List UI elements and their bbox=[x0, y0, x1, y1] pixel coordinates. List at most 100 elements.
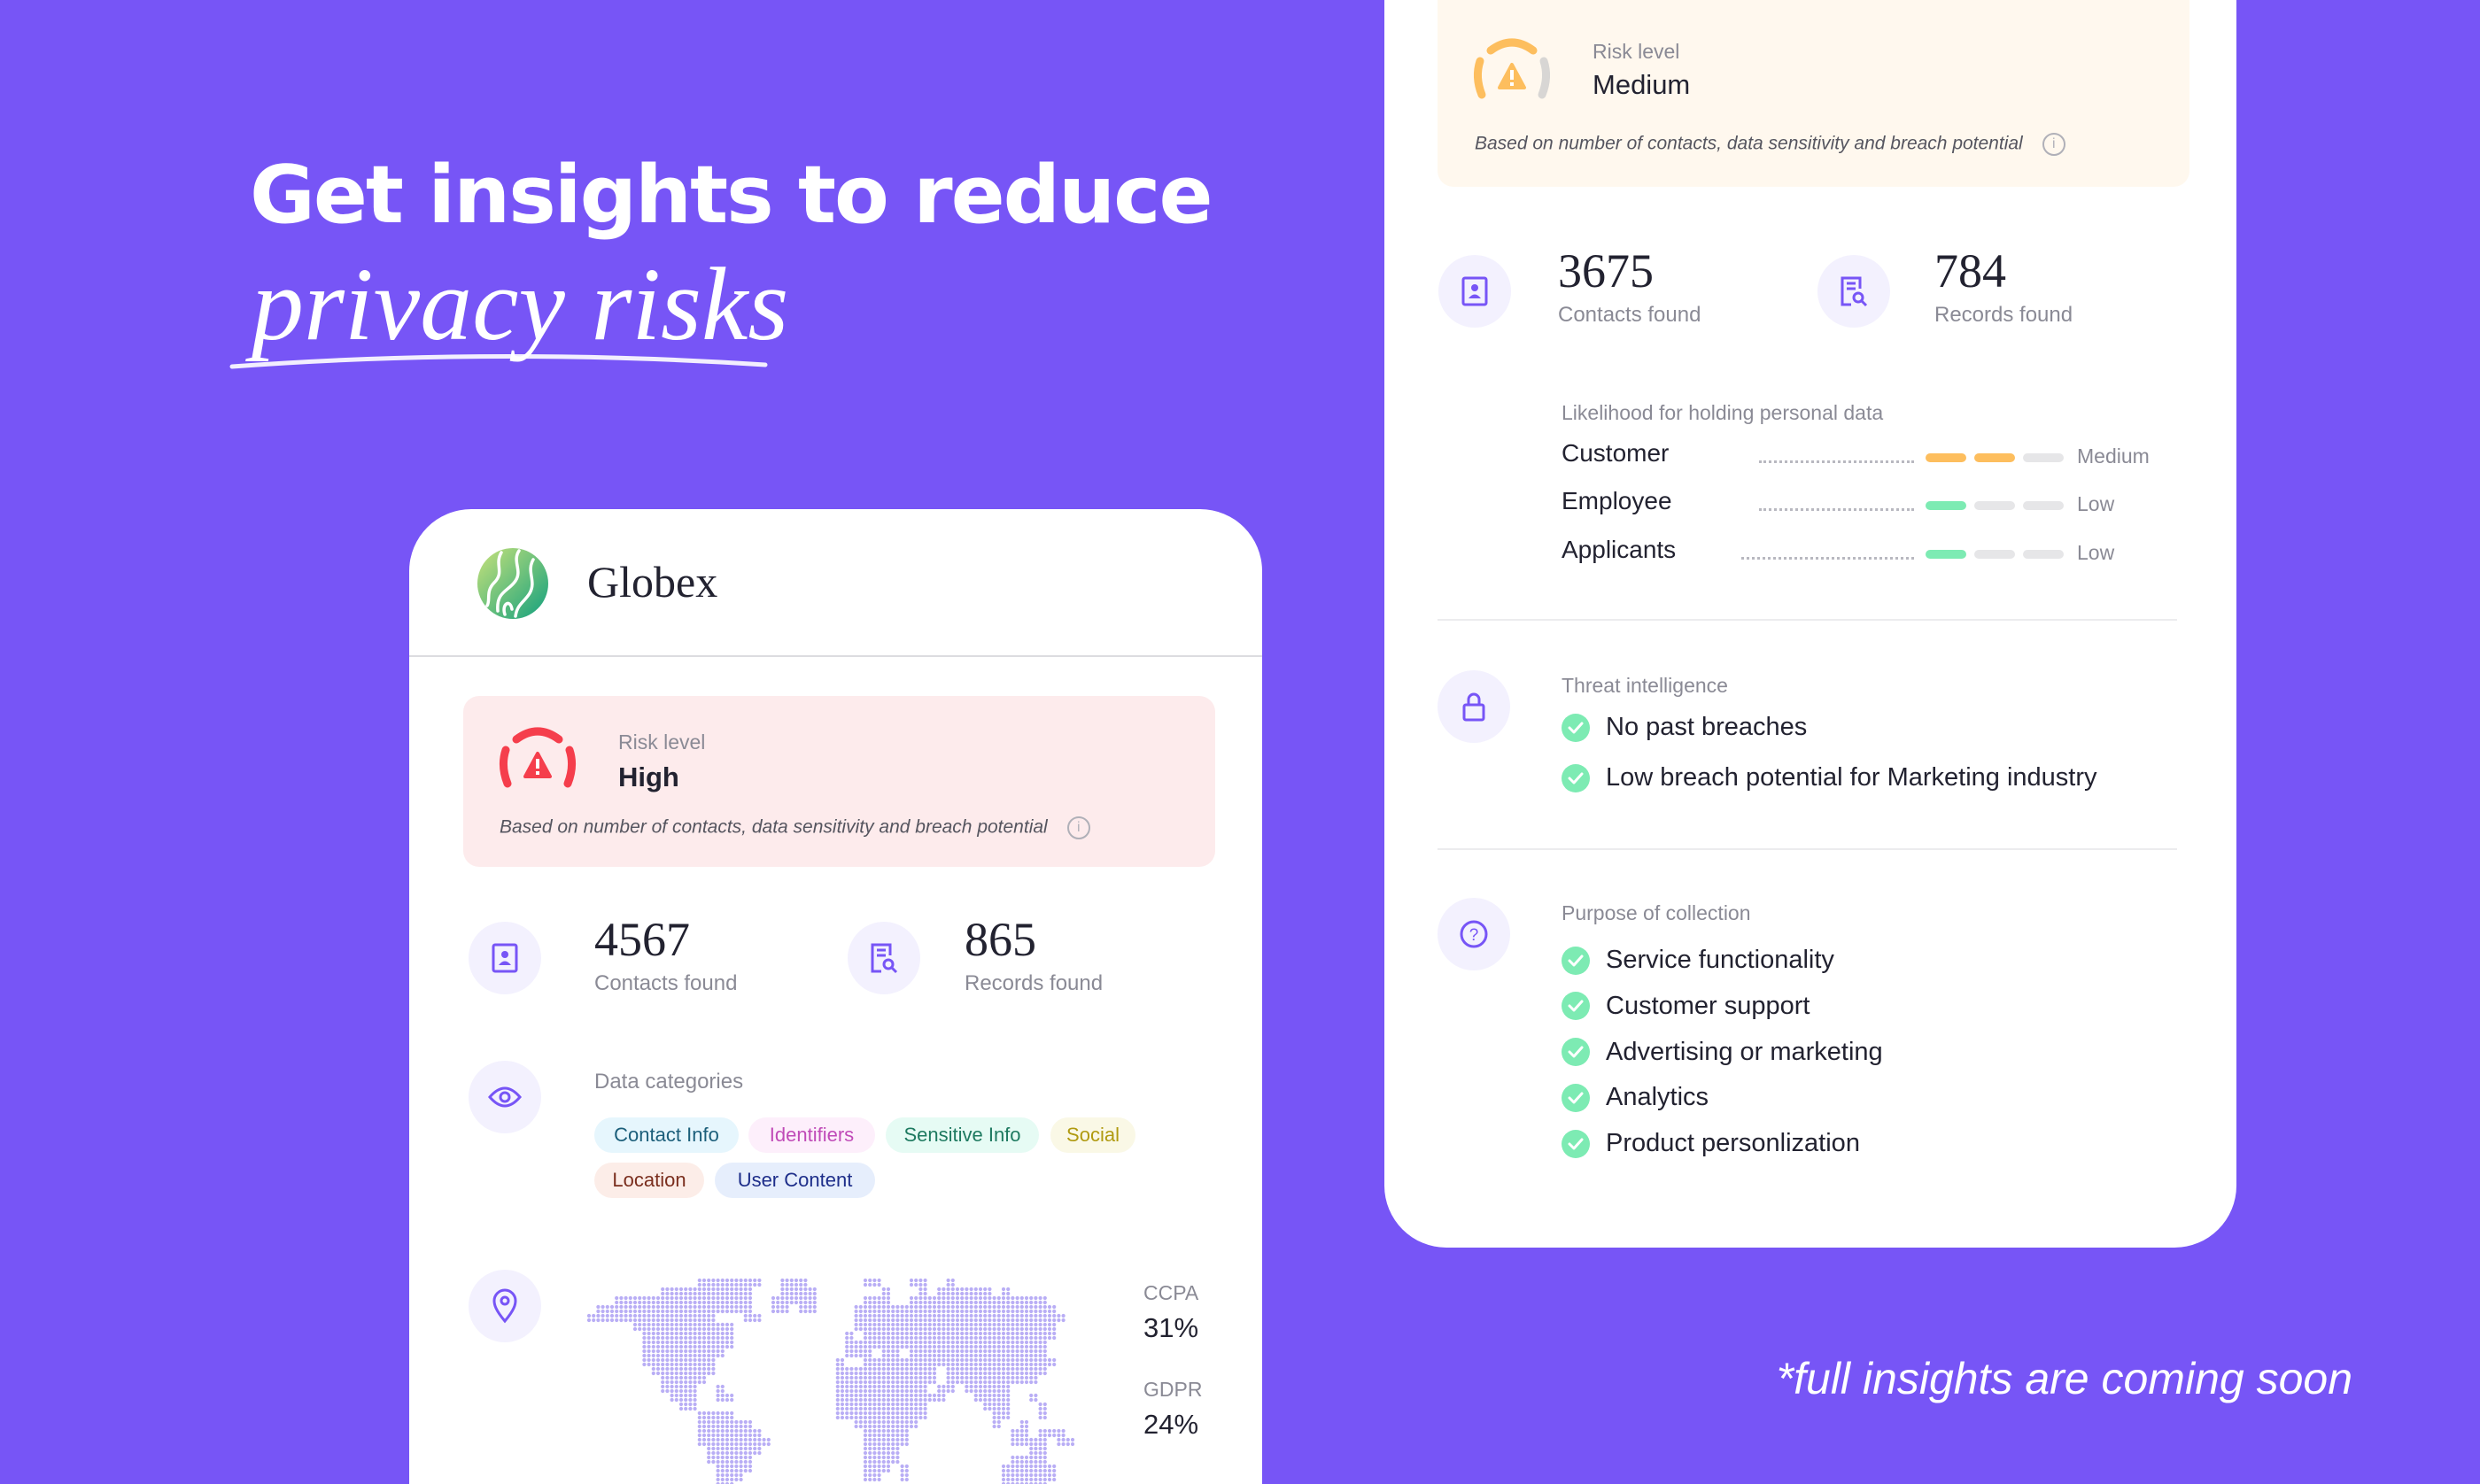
map-dot bbox=[854, 1313, 858, 1318]
map-dot bbox=[996, 1295, 1001, 1301]
map-dot bbox=[973, 1380, 978, 1385]
map-dot bbox=[863, 1424, 868, 1429]
map-dot bbox=[942, 1300, 946, 1305]
map-dot bbox=[1011, 1380, 1015, 1385]
map-dot bbox=[725, 1441, 730, 1447]
map-dot bbox=[914, 1309, 918, 1314]
map-dot bbox=[734, 1468, 739, 1473]
map-dot bbox=[946, 1349, 950, 1354]
map-dot bbox=[730, 1464, 734, 1469]
map-dot bbox=[955, 1335, 960, 1341]
map-dot bbox=[978, 1313, 983, 1318]
map-dot bbox=[1019, 1375, 1024, 1380]
map-dot bbox=[992, 1371, 996, 1376]
map-dot bbox=[904, 1318, 909, 1323]
map-dot bbox=[661, 1322, 665, 1327]
map-dot bbox=[868, 1384, 872, 1389]
map-dot bbox=[707, 1437, 711, 1442]
map-dot bbox=[969, 1388, 973, 1394]
map-dot bbox=[886, 1371, 891, 1376]
map-dot bbox=[900, 1415, 904, 1420]
map-dot bbox=[992, 1419, 996, 1425]
list-item: Customer support bbox=[1562, 992, 1810, 1021]
map-dot bbox=[674, 1371, 678, 1376]
map-dot bbox=[918, 1397, 923, 1403]
map-dot bbox=[937, 1304, 942, 1310]
map-dot bbox=[983, 1309, 988, 1314]
map-dot bbox=[757, 1441, 762, 1447]
map-dot bbox=[835, 1384, 840, 1389]
map-dot bbox=[858, 1397, 863, 1403]
map-dot bbox=[780, 1309, 785, 1314]
map-dot bbox=[757, 1428, 762, 1434]
map-dot bbox=[863, 1384, 868, 1389]
map-dot bbox=[909, 1384, 914, 1389]
map-dot bbox=[1034, 1371, 1038, 1376]
map-dot bbox=[932, 1362, 937, 1367]
map-dot bbox=[891, 1335, 895, 1341]
map-dot bbox=[918, 1287, 923, 1292]
map-dot bbox=[881, 1335, 886, 1341]
map-dot bbox=[707, 1322, 711, 1327]
map-dot bbox=[863, 1313, 868, 1318]
check-circle-icon bbox=[1562, 946, 1590, 975]
map-dot bbox=[1019, 1437, 1024, 1442]
map-dot bbox=[923, 1326, 927, 1332]
map-dot bbox=[632, 1318, 638, 1323]
map-dot bbox=[1038, 1446, 1042, 1451]
map-dot bbox=[670, 1393, 674, 1398]
map-dot bbox=[886, 1406, 891, 1411]
map-dot bbox=[651, 1366, 655, 1372]
map-dot bbox=[932, 1300, 937, 1305]
map-dot bbox=[996, 1371, 1001, 1376]
map-dot bbox=[739, 1472, 743, 1478]
map-dot bbox=[725, 1309, 730, 1314]
map-dot bbox=[946, 1278, 950, 1283]
section-divider bbox=[1438, 848, 2177, 850]
map-dot bbox=[960, 1380, 965, 1385]
map-dot bbox=[891, 1322, 895, 1327]
map-dot bbox=[711, 1371, 716, 1376]
map-dot bbox=[877, 1304, 881, 1310]
map-dot bbox=[849, 1402, 854, 1407]
map-dot bbox=[678, 1300, 684, 1305]
map-dot bbox=[1029, 1393, 1034, 1398]
map-dot bbox=[799, 1309, 803, 1314]
map-dot bbox=[1038, 1340, 1042, 1345]
map-dot bbox=[988, 1322, 992, 1327]
map-dot bbox=[711, 1357, 716, 1363]
map-dot bbox=[1042, 1477, 1047, 1482]
map-dot bbox=[918, 1304, 923, 1310]
map-dot bbox=[711, 1295, 716, 1301]
map-dot bbox=[688, 1309, 693, 1314]
map-dot bbox=[720, 1472, 725, 1478]
map-dot bbox=[965, 1287, 969, 1292]
map-dot bbox=[849, 1344, 854, 1349]
map-dot bbox=[863, 1441, 868, 1447]
info-icon[interactable]: i bbox=[1066, 816, 1090, 839]
map-dot bbox=[1047, 1357, 1052, 1363]
map-dot bbox=[693, 1366, 697, 1372]
map-dot bbox=[808, 1295, 812, 1301]
map-dot bbox=[942, 1349, 946, 1354]
map-dot bbox=[886, 1335, 891, 1341]
map-dot bbox=[651, 1362, 655, 1367]
map-dot bbox=[655, 1318, 661, 1323]
map-dot bbox=[868, 1437, 872, 1442]
map-dot bbox=[969, 1287, 973, 1292]
map-dot bbox=[900, 1313, 904, 1318]
map-dot bbox=[932, 1375, 937, 1380]
map-dot bbox=[1024, 1455, 1029, 1460]
map-dot bbox=[973, 1393, 978, 1398]
info-icon[interactable]: i bbox=[2042, 133, 2065, 156]
map-dot bbox=[988, 1326, 992, 1332]
map-dot bbox=[840, 1397, 845, 1403]
map-dot bbox=[909, 1331, 914, 1336]
map-dot bbox=[895, 1402, 900, 1407]
risk-label: Risk level bbox=[618, 730, 706, 754]
map-dot bbox=[877, 1441, 881, 1447]
map-dot bbox=[937, 1388, 942, 1394]
map-dot bbox=[678, 1287, 684, 1292]
map-dot bbox=[950, 1340, 955, 1345]
map-dot bbox=[845, 1406, 849, 1411]
